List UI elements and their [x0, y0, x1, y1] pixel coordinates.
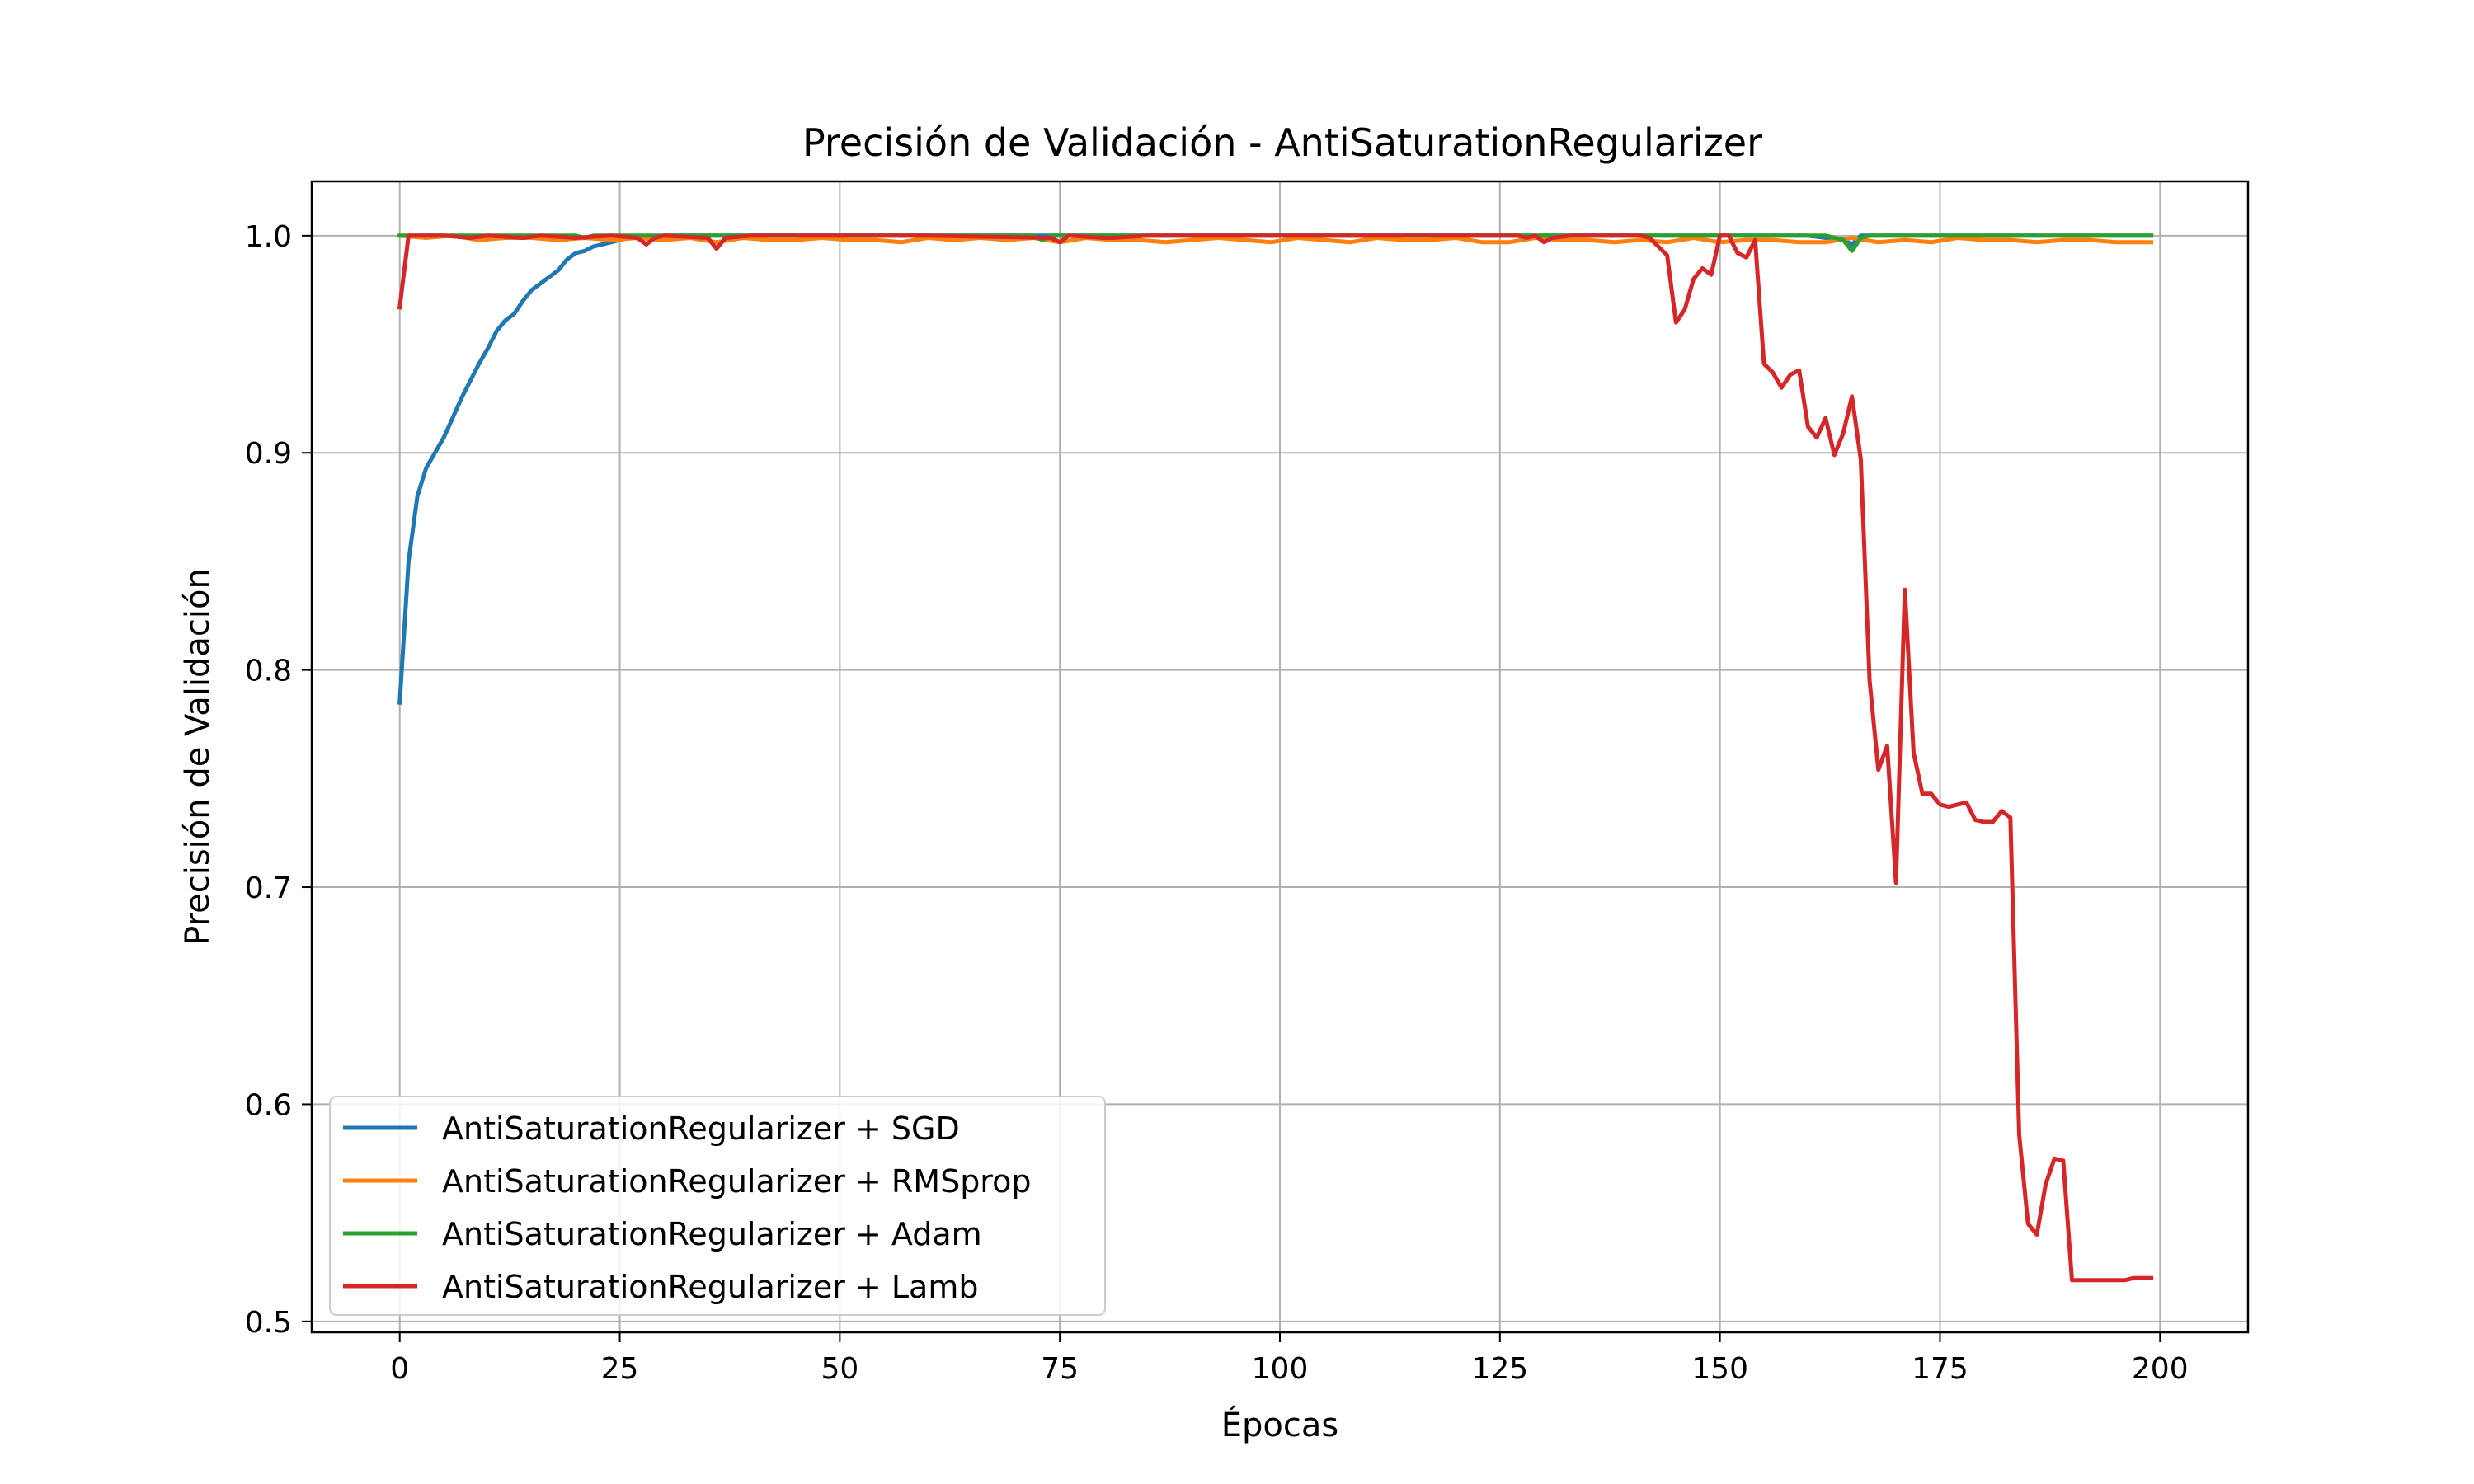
legend-label-2: AntiSaturationRegularizer + Adam: [442, 1216, 982, 1252]
x-tick-label: 200: [2132, 1352, 2189, 1386]
legend-label-0: AntiSaturationRegularizer + SGD: [442, 1111, 960, 1147]
legend-label-1: AntiSaturationRegularizer + RMSprop: [442, 1163, 1031, 1200]
x-tick-label: 75: [1041, 1352, 1079, 1386]
legend: AntiSaturationRegularizer + SGD AntiSatur…: [329, 1096, 1106, 1316]
y-axis-ticks: 0.5 0.6 0.7 0.8 0.9 1.0: [245, 220, 312, 1340]
x-tick-label: 175: [1912, 1352, 1968, 1386]
x-axis-label: Épocas: [1221, 1405, 1338, 1444]
x-tick-label: 50: [821, 1352, 858, 1386]
y-tick-label: 0.6: [245, 1088, 292, 1122]
x-tick-label: 125: [1471, 1352, 1528, 1386]
x-tick-label: 150: [1691, 1352, 1748, 1386]
legend-box: [329, 1096, 1106, 1316]
chart-title: Precisión de Validación - AntiSaturation…: [802, 120, 1762, 165]
series-lines: [397, 233, 2154, 1283]
x-tick-label: 25: [601, 1352, 639, 1386]
y-tick-label: 0.8: [245, 655, 292, 688]
series-line-3: [397, 233, 2154, 1283]
y-tick-label: 0.9: [245, 437, 292, 471]
legend-label-3: AntiSaturationRegularizer + Lamb: [442, 1269, 978, 1305]
y-tick-label: 1.0: [245, 220, 292, 254]
x-tick-label: 100: [1252, 1352, 1309, 1386]
x-axis-ticks: 0 25 50 75 100 125 150 175 200: [390, 1332, 2189, 1386]
y-axis-label: Precisión de Validación: [179, 568, 217, 946]
x-tick-label: 0: [390, 1352, 409, 1386]
y-tick-label: 0.5: [245, 1306, 292, 1340]
y-tick-label: 0.7: [245, 871, 292, 905]
